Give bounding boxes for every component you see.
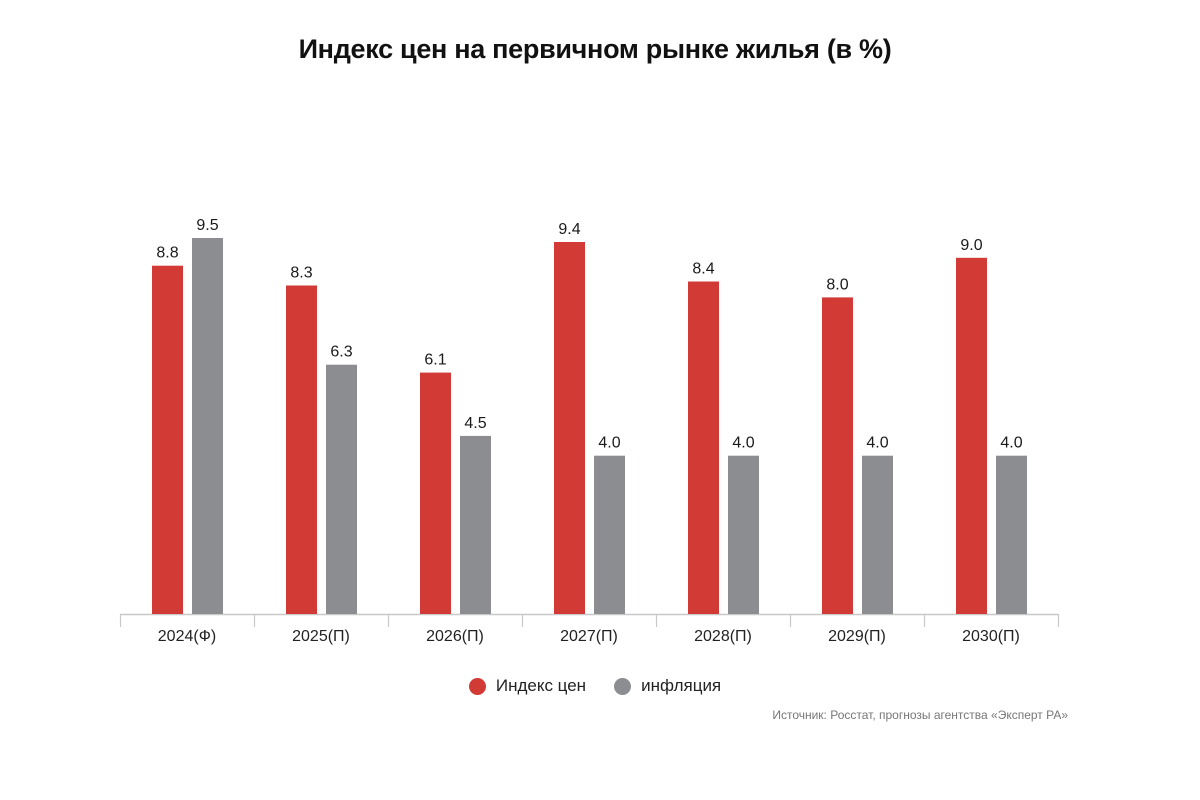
legend-label-inflation: инфляция xyxy=(641,676,722,695)
legend-item-price-index: Индекс цен xyxy=(468,676,587,696)
data-label-price-index: 9.0 xyxy=(960,237,982,254)
x-tick-label: 2024(Ф) xyxy=(158,628,216,645)
chart-title: Индекс цен на первичном рынке жилья (в %… xyxy=(298,34,892,64)
x-tick-label: 2027(П) xyxy=(560,628,618,645)
data-label-inflation: 4.0 xyxy=(866,435,888,452)
bar-inflation xyxy=(192,238,223,614)
bar-price-index xyxy=(688,281,719,614)
data-label-price-index: 8.8 xyxy=(156,245,178,262)
bar-inflation xyxy=(594,455,625,614)
x-tick-label: 2029(П) xyxy=(828,628,886,645)
legend-swatch-inflation xyxy=(614,677,632,695)
source-note: Источник: Росстат, прогнозы агентства «Э… xyxy=(772,708,1068,722)
legend-label-price-index: Индекс цен xyxy=(495,676,587,695)
data-label-inflation: 9.5 xyxy=(196,217,218,234)
data-label-inflation: 4.5 xyxy=(464,415,486,432)
legend-swatch-price-index xyxy=(468,677,486,695)
legend: Индекс цен инфляция xyxy=(0,676,1190,696)
x-tick-label: 2025(П) xyxy=(292,628,350,645)
data-label-inflation: 4.0 xyxy=(1000,435,1022,452)
bar-price-index xyxy=(286,285,317,614)
bar-inflation xyxy=(460,435,491,614)
bar-price-index xyxy=(956,257,987,614)
data-label-price-index: 8.0 xyxy=(826,276,848,293)
data-label-inflation: 6.3 xyxy=(330,344,352,361)
bar-price-index xyxy=(152,265,183,614)
legend-item-inflation: инфляция xyxy=(614,676,721,696)
bar-inflation xyxy=(326,364,357,614)
bar-inflation xyxy=(862,455,893,614)
x-tick-label: 2028(П) xyxy=(694,628,752,645)
bar-inflation xyxy=(996,455,1027,614)
x-tick-label: 2026(П) xyxy=(426,628,484,645)
bar-price-index xyxy=(420,372,451,614)
x-tick-label: 2030(П) xyxy=(962,628,1020,645)
data-label-price-index: 8.4 xyxy=(692,261,714,278)
data-label-price-index: 8.3 xyxy=(290,265,312,282)
data-label-inflation: 4.0 xyxy=(598,435,620,452)
bar-inflation xyxy=(728,455,759,614)
data-label-price-index: 9.4 xyxy=(558,221,580,238)
bar-price-index xyxy=(822,297,853,614)
data-label-price-index: 6.1 xyxy=(424,352,446,369)
data-label-inflation: 4.0 xyxy=(732,435,754,452)
bar-price-index xyxy=(554,242,585,614)
